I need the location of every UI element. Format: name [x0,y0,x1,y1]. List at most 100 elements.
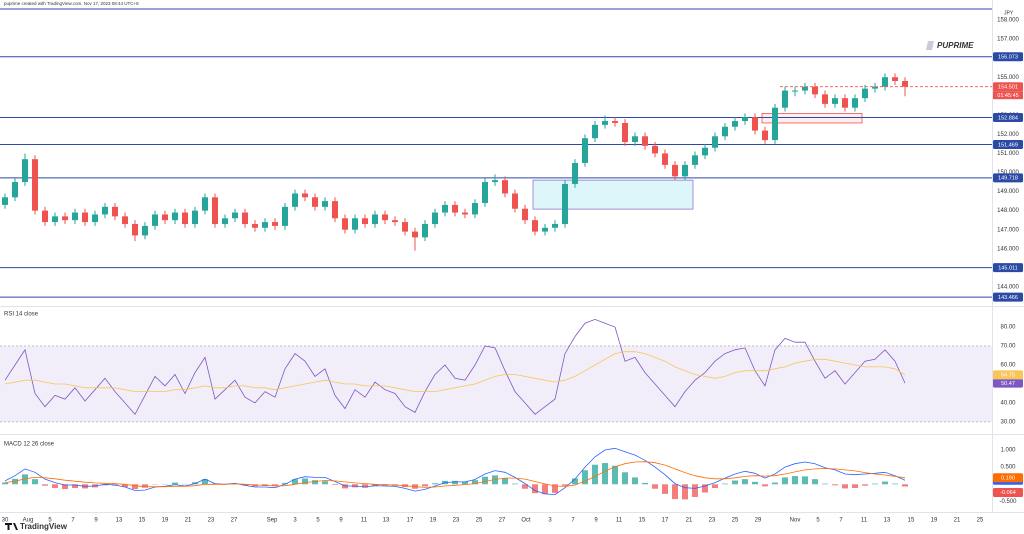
candle-body [72,212,78,221]
y-tick-label: 146.000 [997,246,1019,252]
histogram-bar [462,481,468,485]
candle-body [512,193,518,209]
candle-body [892,77,898,82]
candle-body [872,86,878,89]
x-tick-label: 17 [662,518,669,524]
x-tick-label: 27 [499,518,506,524]
x-tick-label: 21 [185,518,192,524]
histogram-bar [572,478,578,485]
histogram-bar [512,483,518,485]
candle-body [32,159,38,211]
candle-body [562,183,568,224]
candle-body [412,231,418,238]
y-tick-label: 158.000 [997,18,1019,24]
candle-body [222,218,228,224]
y-tick-label: 148.000 [997,208,1019,214]
candle-body [192,210,198,224]
x-tick-label: 25 [732,518,739,524]
histogram-bar [782,477,788,485]
candle-body [172,212,178,221]
histogram-bar [692,484,698,497]
histogram-bar [612,465,618,485]
histogram-bar [742,479,748,485]
candle-body [672,164,678,177]
candle-body [702,147,708,156]
candle-body [342,218,348,230]
level-label: 149.718 [998,176,1018,182]
histogram-bar [482,476,488,485]
histogram-bar [592,464,598,485]
x-tick-label: 13 [884,518,891,524]
candle-body [862,88,868,99]
histogram-bar [642,482,648,485]
histogram-bar [502,478,508,485]
x-tick-label: 13 [116,518,123,524]
candle-body [882,77,888,87]
y-tick-label: 30.00 [1000,420,1016,426]
price-zone [761,113,863,124]
level-label: 156.073 [998,54,1018,60]
candle-body [82,212,88,223]
candle-body [122,216,128,224]
histogram-bar [102,484,108,486]
candle-body [592,124,598,139]
candle-body [572,162,578,184]
histogram-bar [522,484,528,489]
countdown-badge [993,91,1023,100]
x-tick-label: 13 [383,518,390,524]
x-tick-label: 9 [594,518,598,524]
indicator-value: 50.47 [1001,381,1015,387]
x-tick-label: Sep [267,518,278,524]
x-tick-label: 21 [686,518,693,524]
candle-body [682,164,688,177]
histogram-bar [722,483,728,485]
x-tick-label: 15 [908,518,915,524]
x-tick-label: 11 [361,518,368,524]
candle-body [102,206,108,215]
price-zone [532,179,694,210]
y-tick-label: 152.000 [997,132,1019,138]
level-label: 152.884 [998,115,1018,121]
histogram-bar [312,480,318,485]
header: puprime created with TradingView.com, No… [4,1,139,6]
histogram-bar [862,484,868,486]
indicator-line [4,351,906,392]
y-tick-label: 60.00 [1000,363,1016,369]
candle-body [462,212,468,215]
rsi-band [0,345,992,422]
y-tick-label: 150.000 [997,170,1019,176]
histogram-bar [792,476,798,485]
candle-body [612,121,618,123]
candle-body [322,201,328,207]
candle-body [842,98,848,108]
histogram-bar [2,482,8,485]
histogram-bar [822,483,828,485]
candle-body [302,193,308,198]
x-tick-label: 30 [2,518,9,524]
indicator-legend: RSI 14 close [4,312,39,318]
y-tick-label: 144.000 [997,284,1019,290]
histogram-bar [712,484,718,489]
value-badge [993,173,1023,183]
x-tick-label: 7 [571,518,575,524]
x-tick-label: 3 [293,518,297,524]
candle-body [242,212,248,224]
candle-body [802,86,808,91]
histogram-bar [902,484,908,487]
watermark-icon [926,41,934,50]
histogram-bar [682,484,688,500]
histogram-bar [752,481,758,485]
x-tick-label: 15 [139,518,146,524]
histogram-bar [872,483,878,485]
candle-body [52,216,58,223]
value-badge [993,82,1023,92]
histogram-bar [772,482,778,485]
value-badge [993,487,1023,497]
indicator-value: 0.190 [1001,476,1015,482]
histogram-bar [302,478,308,485]
brand-icon [5,523,18,530]
histogram-bar [292,479,298,485]
candle-body [202,197,208,211]
